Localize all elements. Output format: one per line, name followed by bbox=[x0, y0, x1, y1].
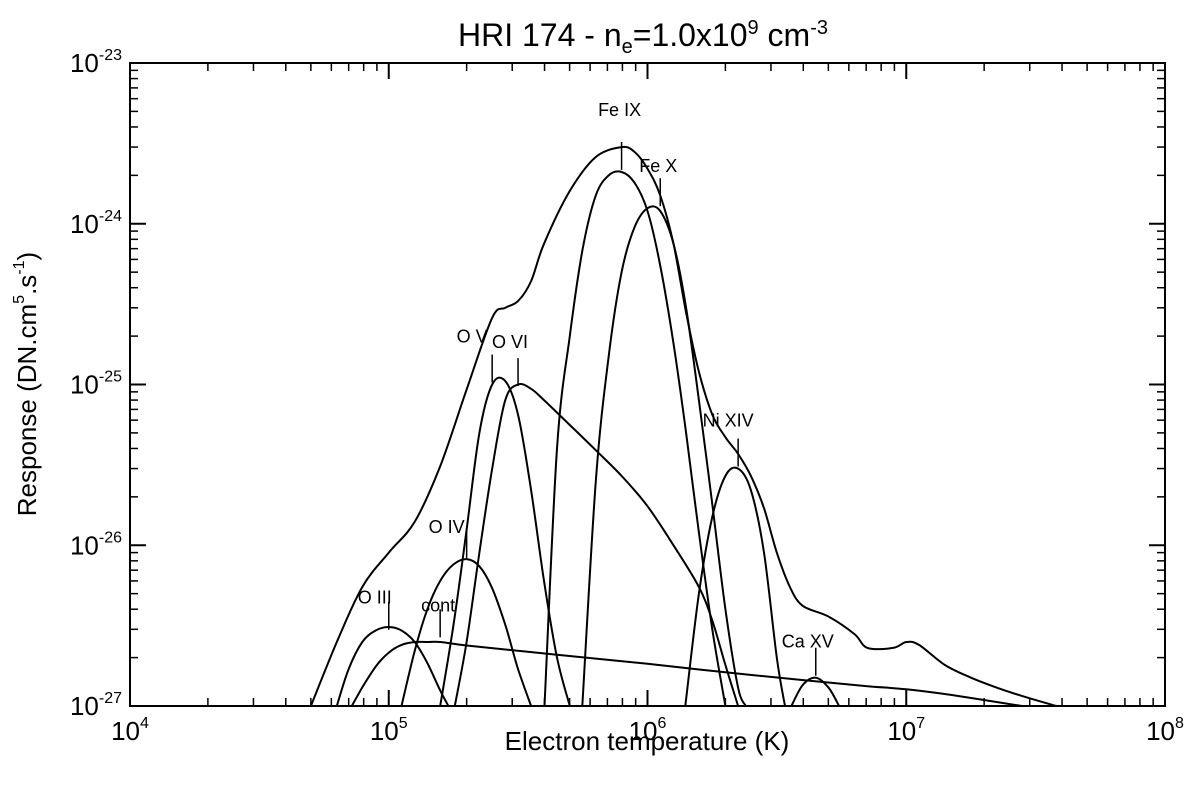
annotation-label: Ni XIV bbox=[703, 411, 754, 431]
y-tick-label: 10-25 bbox=[70, 369, 122, 400]
curve-ni-xiv bbox=[684, 466, 786, 707]
y-tick-label: 10-26 bbox=[70, 529, 122, 560]
text-part: cm bbox=[759, 17, 811, 53]
text-part: 5 bbox=[11, 295, 28, 304]
curve-o-iii bbox=[335, 626, 450, 707]
curve-fe-ix bbox=[543, 170, 727, 707]
axis-ticks bbox=[129, 62, 1166, 707]
curve-o-v bbox=[439, 376, 571, 707]
annotation-label: O V bbox=[457, 327, 488, 347]
y-tick-label: 10-23 bbox=[70, 47, 122, 78]
annotation-label: O VI bbox=[492, 332, 528, 352]
annotation-label: O III bbox=[358, 588, 392, 608]
x-tick-label: 108 bbox=[1146, 715, 1184, 746]
y-tick-label: 10-24 bbox=[70, 208, 122, 239]
x-axis-label: Electron temperature (K) bbox=[505, 726, 790, 756]
text-part: -3 bbox=[810, 17, 828, 39]
curve-o-vi bbox=[453, 383, 740, 707]
x-tick-label: 106 bbox=[629, 715, 667, 746]
text-part: ) bbox=[12, 252, 42, 261]
y-tick-label: 10-27 bbox=[70, 690, 122, 721]
text-part: 9 bbox=[748, 17, 759, 39]
x-tick-label: 105 bbox=[370, 715, 408, 746]
text-part: Response (DN.cm bbox=[12, 304, 42, 516]
axis-tick-labels: 104 105 106 107 108 10-27 10-26 10-25 10-24 10-23 bbox=[70, 47, 1184, 746]
curve-ca-xv bbox=[790, 676, 840, 707]
curve-cont bbox=[350, 640, 1023, 707]
curve-fe-x bbox=[581, 205, 747, 707]
annotation-label: O IV bbox=[429, 517, 465, 537]
text-part: e bbox=[622, 36, 633, 58]
curves bbox=[309, 145, 1057, 707]
text-part: .s bbox=[12, 275, 42, 295]
x-tick-label: 107 bbox=[887, 715, 925, 746]
x-tick-label: 104 bbox=[111, 715, 149, 746]
y-axis-label: Response (DN.cm5.s-1) bbox=[11, 252, 42, 516]
curve-o-iv bbox=[400, 558, 533, 707]
annotation-label: Fe X bbox=[639, 156, 677, 176]
text-part: -1 bbox=[11, 260, 28, 274]
annotation-label: cont bbox=[421, 595, 455, 615]
chart-title: HRI 174 - ne=1.0x109 cm-3 bbox=[458, 17, 828, 58]
annotation-label: Fe IX bbox=[598, 100, 641, 120]
annotation-label: Ca XV bbox=[782, 632, 834, 652]
text-part: HRI 174 - n bbox=[458, 17, 622, 53]
text-part: =1.0x10 bbox=[633, 17, 748, 53]
